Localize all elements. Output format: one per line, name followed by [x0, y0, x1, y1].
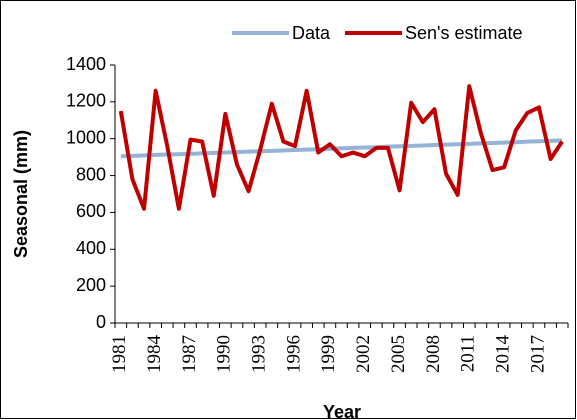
x-axis-title: Year — [323, 402, 361, 420]
x-tick-label: 2008 — [423, 335, 444, 373]
x-tick-label: 2014 — [492, 334, 513, 373]
legend-label: Data — [292, 23, 331, 43]
x-tick-label: 1993 — [249, 335, 270, 373]
y-axis-title: Seasonal (mm) — [11, 130, 31, 258]
x-tick-label: 1990 — [214, 335, 235, 373]
y-tick-label: 400 — [76, 238, 106, 258]
series-line — [118, 84, 564, 211]
y-tick-label: 0 — [96, 312, 106, 332]
x-tick-label: 1999 — [318, 335, 339, 373]
y-tick-label: 1000 — [66, 127, 106, 147]
x-tick-label: 1996 — [283, 335, 304, 373]
y-tick-label: 800 — [76, 164, 106, 184]
y-tick-label: 1400 — [66, 54, 106, 74]
y-tick-label: 1200 — [66, 91, 106, 111]
y-tick-label: 600 — [76, 201, 106, 221]
x-tick-label: 2002 — [353, 335, 374, 373]
x-tick-label: 2005 — [388, 335, 409, 373]
legend-label: Sen's estimate — [405, 23, 523, 43]
x-tick-label: 1984 — [144, 335, 165, 374]
series-line — [120, 138, 563, 159]
x-tick-label: 2011 — [458, 335, 479, 372]
y-tick-label: 200 — [76, 275, 106, 295]
x-tick-label: 2017 — [527, 335, 548, 373]
x-tick-label: 1981 — [109, 335, 130, 373]
x-tick-label: 1987 — [179, 335, 200, 373]
